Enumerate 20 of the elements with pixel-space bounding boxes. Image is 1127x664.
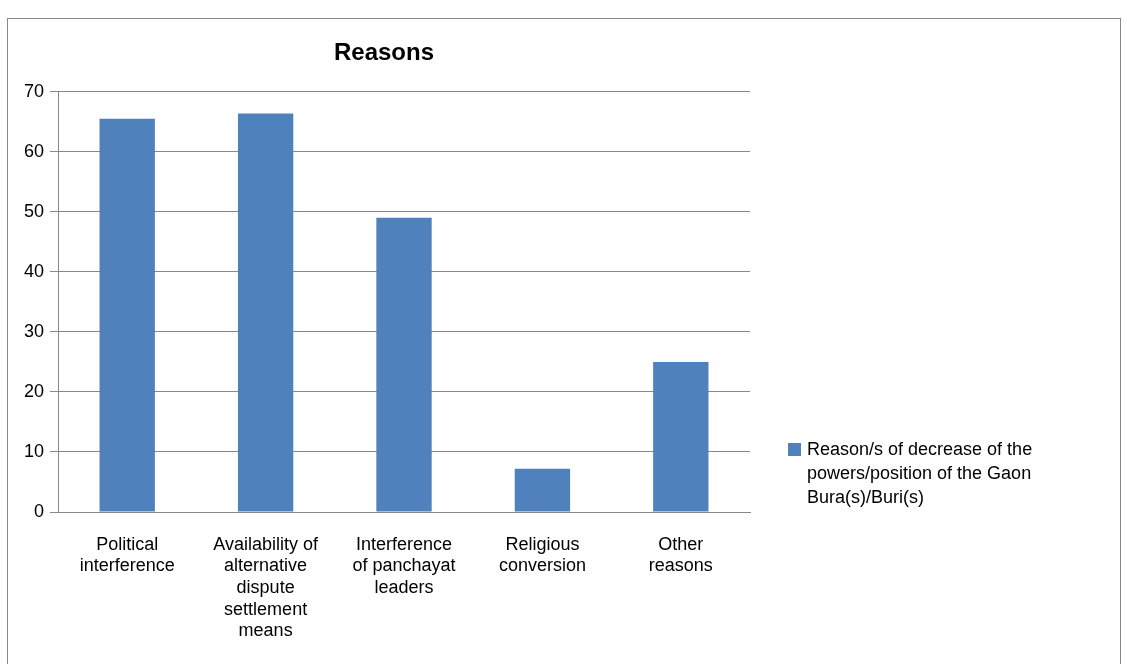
y-tick-label: 60 [23, 140, 45, 161]
chart-title: Reasons [333, 38, 435, 66]
y-tick-label: 10 [23, 440, 45, 461]
bar [99, 118, 155, 512]
legend-label: Reason/s of decrease of the powers/position of the Gaon Bura(s)/Buri(s) [807, 438, 1034, 509]
y-tick-label: 0 [34, 500, 45, 521]
x-tick-label: Interference of panchayat leaders [352, 533, 456, 597]
y-tick-label: 50 [23, 200, 45, 221]
x-tick-label: Other reasons [648, 533, 713, 576]
bar [653, 361, 709, 512]
bar [376, 217, 432, 512]
x-tick-label: Religious conversion [498, 533, 586, 576]
y-tick-label: 20 [23, 380, 45, 401]
y-tick-label: 70 [23, 80, 45, 101]
y-tick-label: 40 [23, 260, 45, 281]
y-tick-label: 30 [23, 320, 45, 341]
bar [237, 113, 294, 512]
x-tick-label: Availability of alternative dispute settlement means [213, 533, 319, 641]
bar [514, 468, 571, 512]
x-tick-label: Political interference [79, 533, 175, 576]
